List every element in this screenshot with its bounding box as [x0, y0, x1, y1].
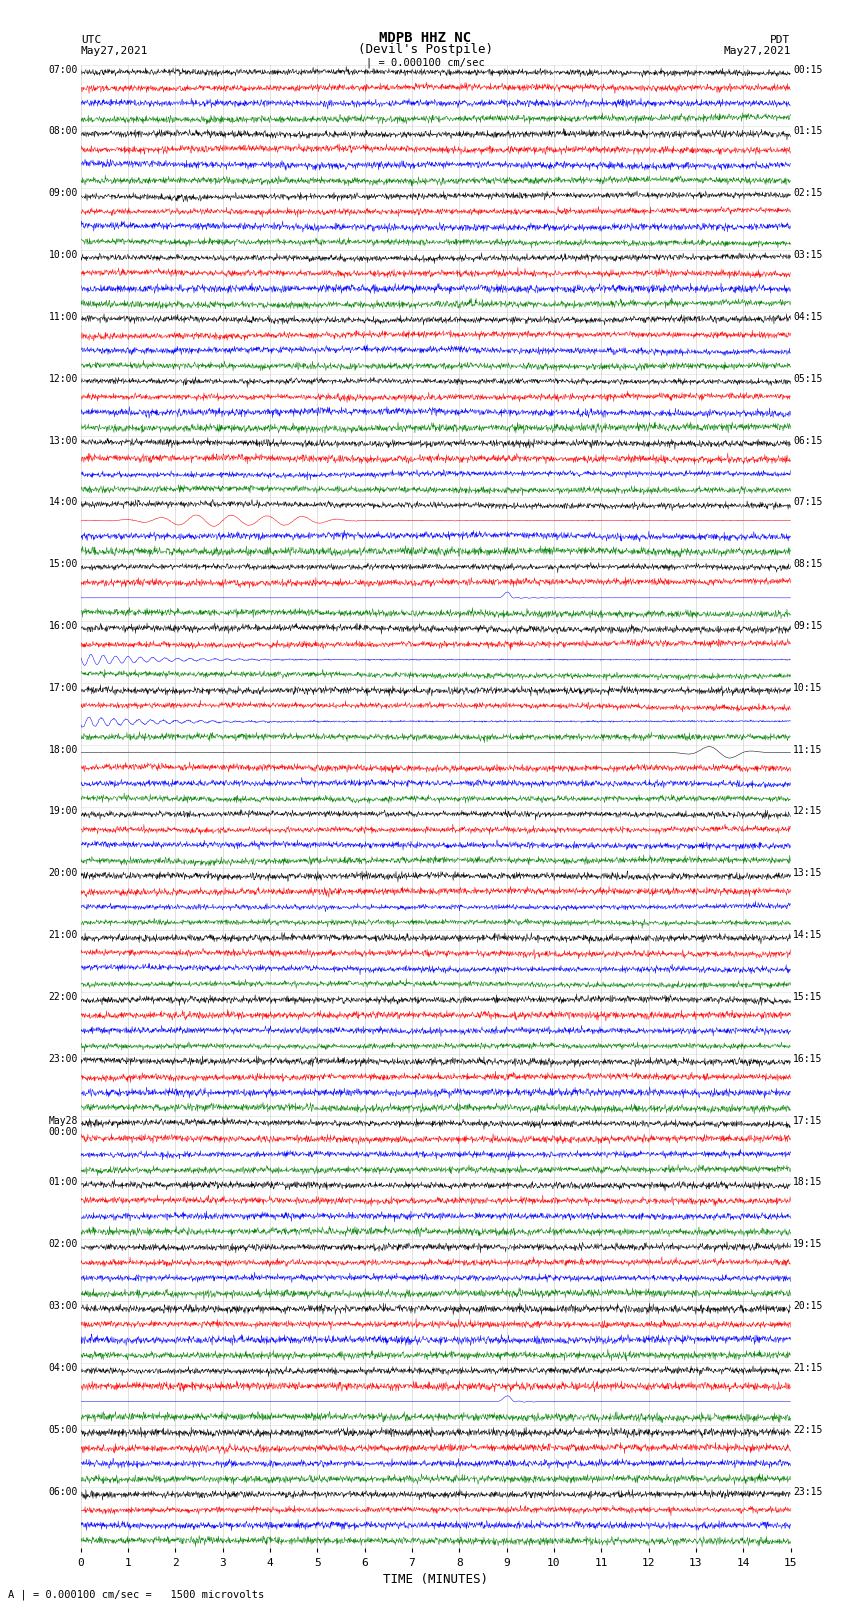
Text: (Devil's Postpile): (Devil's Postpile) [358, 44, 492, 56]
X-axis label: TIME (MINUTES): TIME (MINUTES) [383, 1573, 488, 1586]
Text: PDT: PDT [770, 35, 790, 45]
Text: MDPB HHZ NC: MDPB HHZ NC [379, 31, 471, 45]
Text: May27,2021: May27,2021 [723, 47, 791, 56]
Text: A | = 0.000100 cm/sec =   1500 microvolts: A | = 0.000100 cm/sec = 1500 microvolts [8, 1589, 264, 1600]
Text: | = 0.000100 cm/sec: | = 0.000100 cm/sec [366, 56, 484, 68]
Text: May27,2021: May27,2021 [81, 47, 148, 56]
Text: UTC: UTC [81, 35, 101, 45]
